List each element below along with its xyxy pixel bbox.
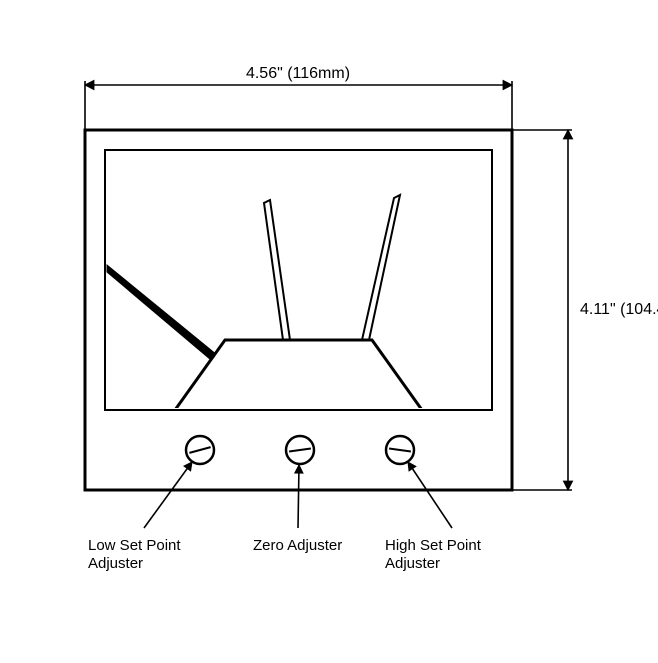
callout-high-line2: Adjuster [385, 555, 440, 572]
meter-diagram: 4.56" (116mm) 4.11" (104.4mm) Low Set Poin… [0, 0, 658, 658]
height-dimension-label: 4.11" (104.4mm) [580, 301, 658, 318]
callout-low-line1: Low Set Point [88, 537, 181, 554]
callout-low-line2: Adjuster [88, 555, 143, 572]
diagram-root: 4.56" (116mm) 4.11" (104.4mm) Low Set Poin… [0, 0, 658, 658]
callout-zero-line1: Zero Adjuster [253, 537, 342, 554]
callout-high-line1: High Set Point [385, 537, 482, 554]
width-dimension-label: 4.56" (116mm) [246, 65, 350, 82]
